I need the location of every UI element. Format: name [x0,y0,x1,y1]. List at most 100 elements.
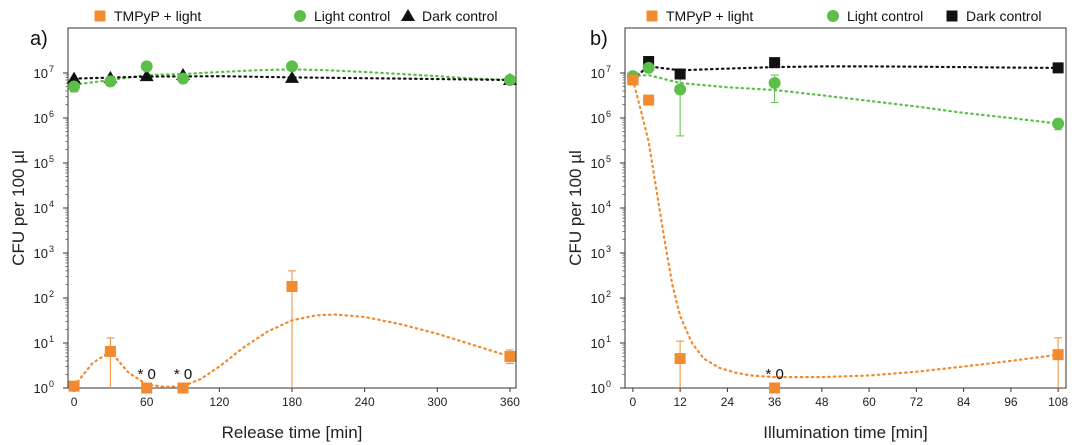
data-point [643,56,655,68]
y-tick-label: 10 [34,381,48,396]
x-tick-label: 108 [1048,395,1068,409]
y-tick-label: 10 [34,156,48,171]
fit-curve [631,65,1060,80]
data-point [177,72,190,85]
x-tick-label: 72 [910,395,924,409]
x-axis-title: Illumination time [min] [763,423,927,442]
data-point [104,345,116,357]
data-point [674,83,687,96]
y-tick-exponent: 3 [606,244,611,254]
data-point [286,281,298,293]
data-point [643,94,655,106]
data-point [642,61,655,74]
x-tick-label: 12 [673,395,687,409]
y-tick-exponent: 1 [606,334,611,344]
annotation: * 0 [174,366,192,383]
annotation: * 0 [138,366,156,383]
y-tick-exponent: 0 [606,379,611,389]
y-tick-exponent: 2 [49,289,54,299]
data-point [504,351,516,363]
legend-marker [94,10,106,22]
y-tick-base: 10 [34,336,48,351]
legend-label: Light control [314,8,390,24]
y-tick-label: 10 [34,66,48,81]
x-tick-label: 48 [815,395,829,409]
y-tick-base: 10 [591,291,605,306]
y-tick-base: 10 [591,381,605,396]
y-tick-exponent: 0 [49,379,54,389]
y-tick-exponent: 5 [49,154,54,164]
y-tick-base: 10 [34,291,48,306]
data-point [67,71,82,84]
data-point [177,382,189,394]
y-tick-exponent: 4 [49,199,54,209]
legend-label: Light control [847,8,923,24]
y-tick-label: 10 [34,246,48,261]
y-tick-label: 10 [591,66,605,81]
data-point [769,57,781,69]
legend-marker [646,10,658,22]
data-point [68,380,80,392]
fit-curve [631,78,1060,379]
x-tick-label: 60 [862,395,876,409]
legend-label: Dark control [422,8,497,24]
y-axis-title: CFU per 100 µl [566,150,585,266]
fit-curve [73,313,511,389]
legend-label: TMPyP + light [114,8,201,24]
y-tick-base: 10 [34,66,48,81]
y-tick-exponent: 7 [606,64,611,74]
x-tick-label: 24 [721,395,735,409]
y-tick-base: 10 [591,201,605,216]
plot-frame [624,27,1067,389]
data-point [768,76,781,89]
y-tick-base: 10 [34,111,48,126]
x-axis-title: Release time [min] [222,423,363,442]
y-tick-exponent: 5 [606,154,611,164]
y-tick-label: 10 [34,336,48,351]
annotation: * 0 [765,366,783,383]
y-tick-exponent: 2 [606,289,611,299]
y-tick-base: 10 [591,66,605,81]
y-tick-label: 10 [591,111,605,126]
data-point [286,60,298,73]
y-tick-label: 10 [591,381,605,396]
legend-marker [946,10,958,22]
y-tick-label: 10 [591,201,605,216]
panel-label: a) [30,28,48,50]
y-tick-base: 10 [591,111,605,126]
data-point [285,70,299,83]
data-point [503,73,516,86]
legend-marker [827,10,839,22]
data-point [141,382,153,394]
x-tick-label: 0 [71,395,78,409]
data-point [1052,349,1064,361]
x-tick-label: 96 [1004,395,1018,409]
data-point [140,60,153,73]
y-tick-base: 10 [591,246,605,261]
legend-label: TMPyP + light [666,8,753,24]
x-tick-label: 84 [957,395,971,409]
y-tick-label: 10 [591,246,605,261]
y-tick-label: 10 [591,336,605,351]
data-point [1052,117,1065,130]
y-tick-label: 10 [34,201,48,216]
x-tick-label: 36 [768,395,782,409]
fit-curve [73,75,511,82]
y-tick-exponent: 6 [606,109,611,119]
x-tick-label: 360 [500,395,520,409]
y-tick-exponent: 7 [49,64,54,74]
data-point [139,69,154,82]
legend-marker [294,10,306,22]
data-point [1052,62,1064,74]
y-tick-exponent: 4 [606,199,611,209]
y-tick-label: 10 [591,291,605,306]
x-tick-label: 60 [140,395,154,409]
y-tick-base: 10 [591,156,605,171]
data-point [769,382,781,394]
data-point [674,68,686,80]
x-tick-label: 300 [427,395,447,409]
panel-label: b) [590,28,608,50]
